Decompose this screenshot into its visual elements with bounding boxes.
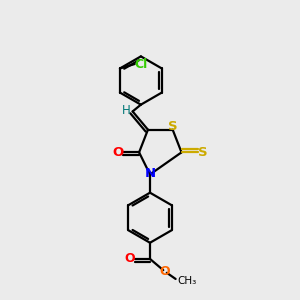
- Text: S: S: [198, 146, 208, 159]
- Text: O: O: [159, 265, 170, 278]
- Text: O: O: [124, 252, 135, 266]
- Text: Cl: Cl: [134, 58, 148, 70]
- Text: H: H: [122, 104, 131, 117]
- Text: CH₃: CH₃: [177, 276, 196, 286]
- Text: S: S: [168, 120, 178, 133]
- Text: O: O: [112, 146, 123, 159]
- Text: N: N: [144, 167, 156, 180]
